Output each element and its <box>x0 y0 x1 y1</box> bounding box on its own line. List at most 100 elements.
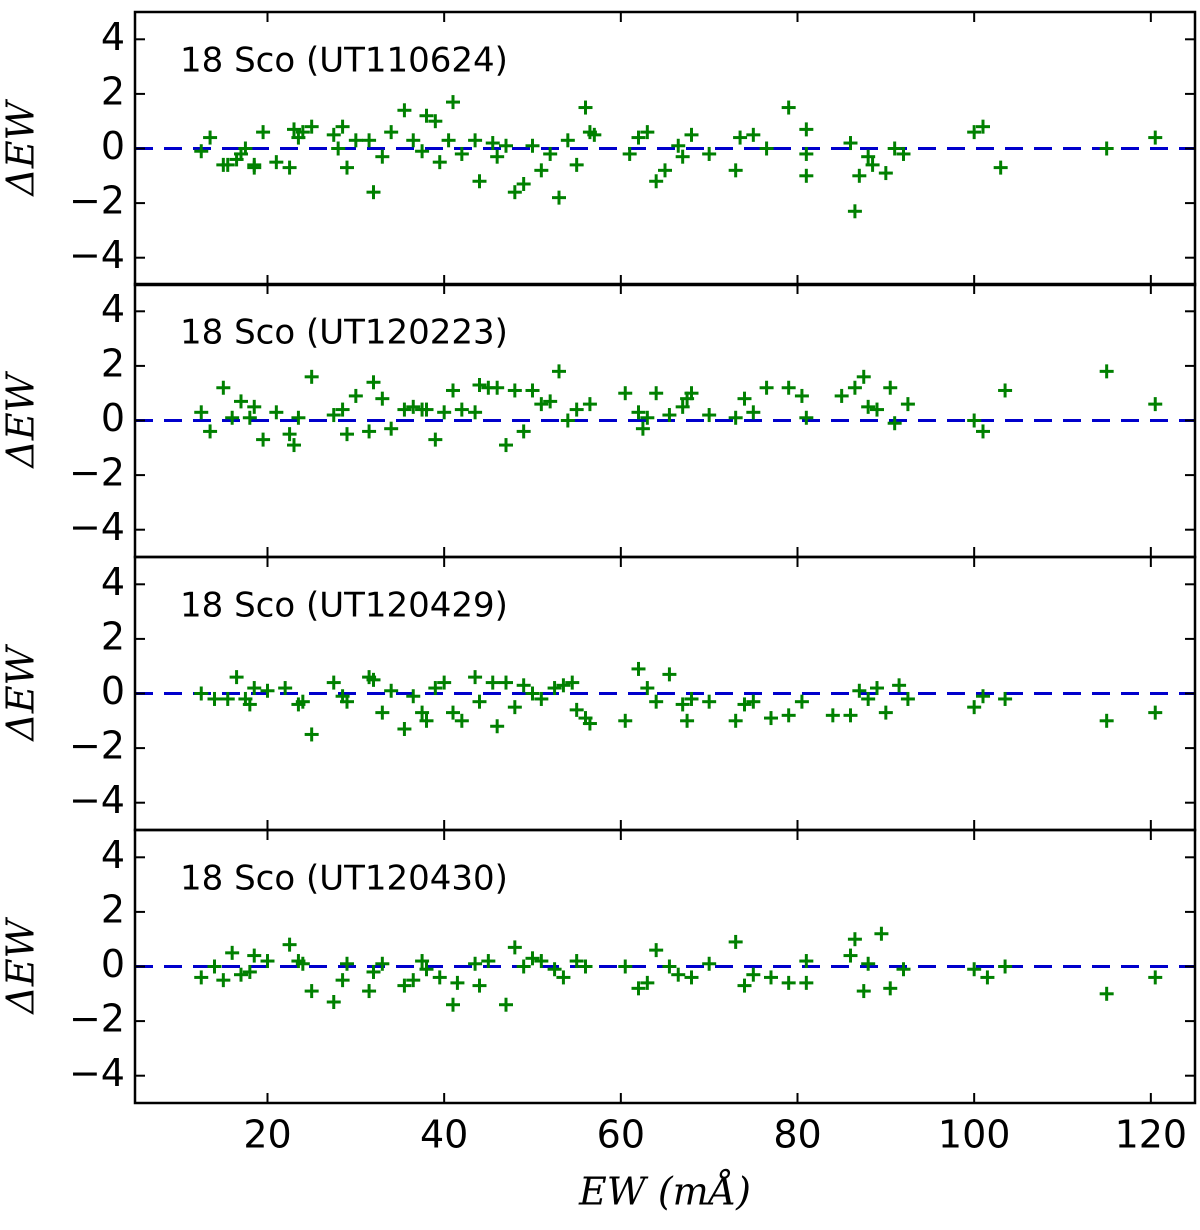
point <box>295 694 310 709</box>
panel: −4 −2 0 2 4 18 Sco (UT110624) ΔEW <box>0 10 1197 287</box>
point <box>472 174 487 189</box>
y-tick-label: 4 <box>101 560 125 604</box>
point <box>582 397 597 412</box>
point <box>631 405 646 420</box>
point <box>490 719 505 734</box>
point <box>507 700 522 715</box>
point <box>847 380 862 395</box>
point <box>684 970 699 985</box>
point <box>622 146 637 161</box>
y-tick-label: 0 <box>101 669 125 713</box>
y-tick-label: 4 <box>101 15 125 59</box>
point <box>649 174 664 189</box>
point <box>967 962 982 977</box>
point <box>1099 986 1114 1001</box>
y-tick-label: 0 <box>101 942 125 986</box>
point <box>883 981 898 996</box>
y-tick-label: −4 <box>69 505 125 549</box>
point <box>415 954 430 969</box>
point <box>406 133 421 148</box>
point <box>499 675 513 690</box>
y-tick-label: −2 <box>69 724 125 768</box>
point <box>565 675 580 690</box>
point <box>684 386 699 401</box>
point <box>728 410 743 425</box>
point <box>331 141 346 156</box>
point <box>468 405 483 420</box>
point <box>375 705 390 720</box>
point <box>671 138 686 153</box>
point <box>825 708 840 723</box>
point <box>737 391 752 406</box>
point <box>229 670 244 685</box>
y-tick-label: −2 <box>69 997 125 1041</box>
point <box>1148 397 1163 412</box>
point <box>702 408 717 423</box>
point <box>468 956 483 971</box>
point <box>406 689 421 704</box>
point <box>556 678 571 693</box>
point <box>207 959 222 974</box>
point <box>865 157 880 172</box>
point <box>216 380 231 395</box>
point <box>799 146 814 161</box>
y-tick-label: −4 <box>69 233 125 277</box>
point <box>454 146 469 161</box>
y-tick-label: −2 <box>69 451 125 495</box>
point <box>295 956 310 971</box>
point <box>578 959 593 974</box>
point <box>472 694 487 709</box>
point <box>406 973 421 988</box>
point <box>631 661 646 676</box>
point <box>220 157 235 172</box>
point <box>543 394 558 409</box>
point <box>397 978 412 993</box>
point <box>728 713 743 728</box>
point <box>861 399 876 414</box>
point <box>397 103 412 118</box>
point <box>234 394 248 409</box>
point <box>976 424 990 439</box>
point <box>468 133 483 148</box>
point <box>547 962 562 977</box>
point <box>260 683 275 698</box>
point <box>534 163 549 178</box>
y-axis-label: ΔEW <box>0 643 43 742</box>
point <box>216 973 231 988</box>
point <box>397 402 412 417</box>
point <box>887 416 902 431</box>
panel-title: 18 Sco (UT120429) <box>180 586 508 626</box>
point <box>870 681 884 696</box>
point <box>203 424 218 439</box>
x-axis-label: EW (mÅ) <box>578 1170 751 1214</box>
point <box>861 691 876 706</box>
point <box>618 386 633 401</box>
y-tick-label: 4 <box>101 833 125 877</box>
point <box>998 959 1013 974</box>
point <box>733 130 748 145</box>
point <box>304 369 319 384</box>
point <box>649 694 664 709</box>
point <box>446 997 460 1012</box>
point <box>362 424 377 439</box>
point <box>640 975 655 990</box>
point <box>980 970 995 985</box>
point <box>993 160 1008 175</box>
point <box>525 138 540 153</box>
point <box>534 691 549 706</box>
point <box>649 943 664 958</box>
point <box>746 127 761 142</box>
point <box>340 160 354 175</box>
point <box>794 388 809 403</box>
point <box>569 702 584 717</box>
point <box>481 954 496 969</box>
y-axis-label: ΔEW <box>0 370 43 469</box>
point <box>269 155 284 170</box>
point <box>419 108 434 123</box>
y-tick-label: 2 <box>101 69 125 113</box>
point <box>794 694 809 709</box>
point <box>194 144 209 159</box>
point <box>737 697 752 712</box>
point <box>976 689 990 704</box>
point <box>247 160 262 175</box>
